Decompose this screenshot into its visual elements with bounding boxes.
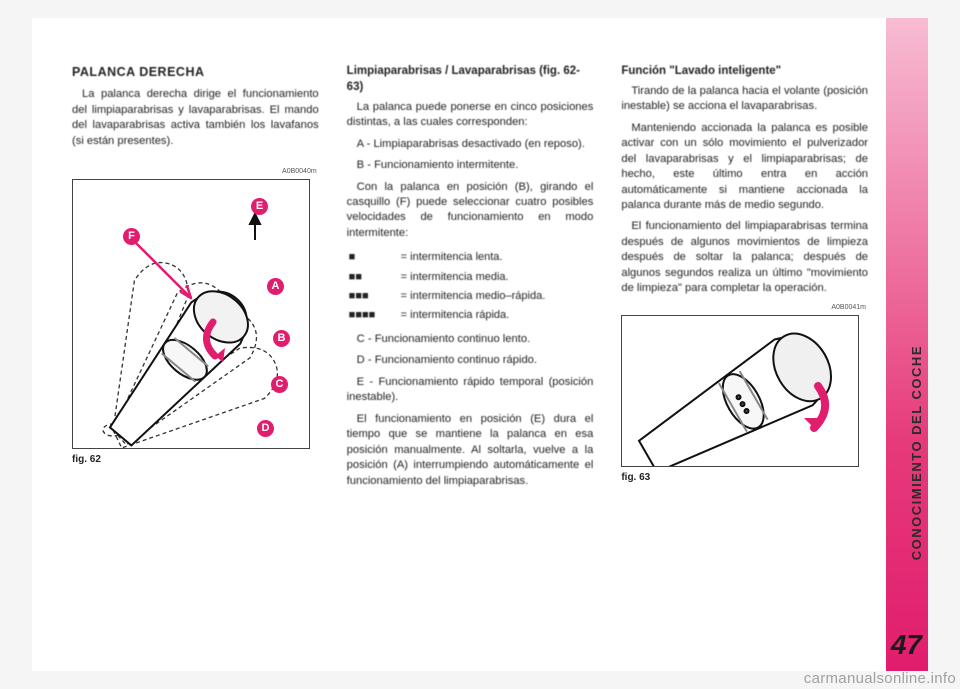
- col3-p1: Tirando de la palanca hacia el volante (…: [621, 84, 868, 115]
- manual-page: CONOCIMIENTO DEL COCHE 47 PALANCA DERECH…: [32, 18, 928, 671]
- column-3: Función "Lavado inteligente" Tirando de …: [621, 64, 868, 641]
- fig62-id: A0B0040m: [282, 167, 317, 177]
- label-F: F: [123, 228, 140, 245]
- col3-p2: Manteniendo accionada la palanca es posi…: [621, 121, 868, 214]
- section-sidebar: CONOCIMIENTO DEL COCHE 47: [886, 18, 928, 671]
- col1-p1: La palanca derecha dirige el funcionamie…: [72, 87, 319, 149]
- column-2: Limpiaparabrisas / Lavaparabrisas (fig. …: [347, 64, 594, 641]
- content-area: PALANCA DERECHA La palanca derecha dirig…: [72, 64, 868, 641]
- col2-pC: C - Funcionamiento continuo lento.: [347, 332, 594, 347]
- fig63-id: A0B0041m: [831, 303, 866, 313]
- col1-heading: PALANCA DERECHA: [72, 64, 319, 81]
- intermittent-table: ■= intermitencia lenta. ■■= intermitenci…: [347, 247, 594, 326]
- fig63-svg: [622, 316, 859, 467]
- label-A: A: [267, 278, 284, 295]
- col2-heading: Limpiaparabrisas / Lavaparabrisas (fig. …: [347, 64, 594, 96]
- col3-heading: Función "Lavado inteligente": [621, 64, 868, 80]
- table-row: ■■■= intermitencia medio–rápida.: [349, 288, 592, 305]
- label-D: D: [257, 420, 274, 437]
- column-1: PALANCA DERECHA La palanca derecha dirig…: [72, 64, 319, 641]
- col2-pA: A - Limpiaparabrisas desactivado (en rep…: [347, 137, 594, 152]
- col2-p3: El funcionamiento en posición (E) dura e…: [347, 412, 594, 489]
- label-E: E: [251, 198, 268, 215]
- table-row: ■■= intermitencia media.: [349, 269, 592, 286]
- col2-pD: D - Funcionamiento continuo rápido.: [347, 353, 594, 368]
- table-row: ■= intermitencia lenta.: [349, 249, 592, 266]
- page-number: 47: [891, 629, 922, 661]
- fig62-svg: [73, 180, 310, 449]
- fig62-caption: fig. 62: [72, 453, 319, 467]
- col2-p2: Con la palanca en posición (B), girando …: [347, 180, 594, 242]
- section-title: CONOCIMIENTO DEL COCHE: [909, 345, 924, 560]
- table-row: ■■■■= intermitencia rápida.: [349, 307, 592, 324]
- col2-p1: La palanca puede ponerse en cinco posici…: [347, 100, 594, 131]
- label-C: C: [271, 376, 288, 393]
- col3-p3: El funcionamiento del limpiaparabrisas t…: [621, 219, 868, 296]
- col2-pB: B - Funcionamiento intermitente.: [347, 158, 594, 173]
- figure-63: [621, 315, 859, 467]
- col2-pE: E - Funcionamiento rápido temporal (posi…: [347, 375, 594, 406]
- watermark: carmanualsonline.info: [804, 670, 956, 687]
- label-B: B: [273, 330, 290, 347]
- fig63-caption: fig. 63: [621, 471, 868, 485]
- figure-62: E F A B C D: [72, 179, 310, 449]
